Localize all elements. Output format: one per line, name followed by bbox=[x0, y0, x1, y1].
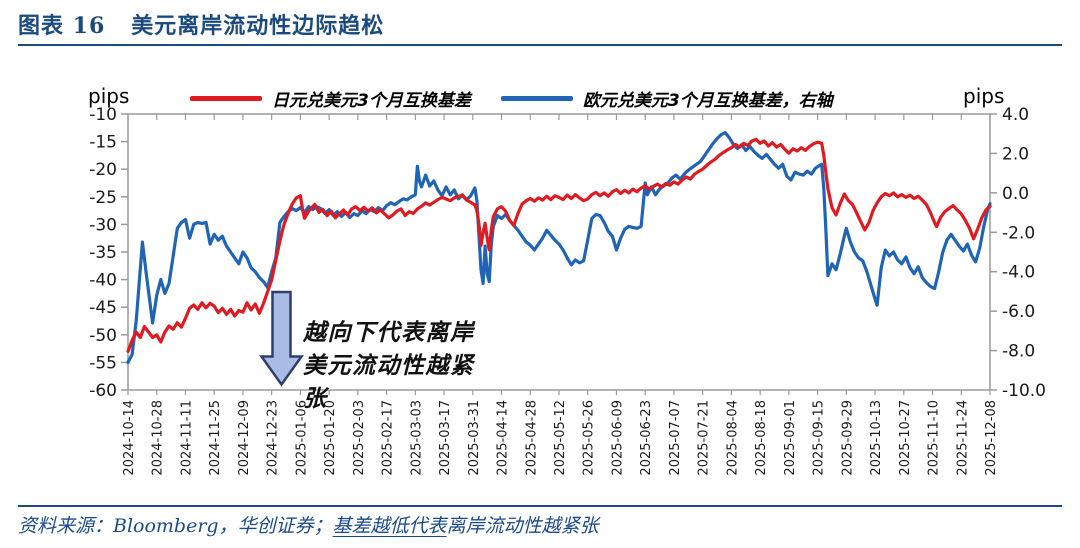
x-axis-tick-label: 2025-05-12 bbox=[553, 400, 568, 476]
source-prefix: 资料来源：Bloomberg，华创证券； bbox=[18, 515, 333, 537]
x-axis-tick-label: 2025-10-27 bbox=[898, 400, 913, 476]
left-axis-tick-label: -20 bbox=[89, 160, 117, 180]
x-axis-tick-label: 2025-02-17 bbox=[381, 400, 396, 476]
x-axis-tick-label: 2025-01-20 bbox=[323, 400, 338, 476]
legend-item-jpy: 日元兑美元3个月互换基差 bbox=[190, 86, 471, 111]
right-axis-tick-label: 0.0 bbox=[1002, 184, 1029, 204]
right-axis-tick-label: -8.0 bbox=[1002, 342, 1035, 362]
x-axis-tick-label: 2025-05-26 bbox=[582, 400, 597, 476]
jpy-line-swatch bbox=[190, 96, 262, 101]
right-axis-unit-label: pips bbox=[963, 84, 1005, 108]
x-axis-tick-label: 2024-12-23 bbox=[266, 400, 281, 476]
left-axis-tick-label: -60 bbox=[89, 381, 117, 401]
title-divider bbox=[18, 44, 1062, 46]
source-underlined: 基差越低代表 bbox=[332, 515, 447, 537]
left-axis-tick-label: -50 bbox=[89, 326, 117, 346]
x-axis-tick-label: 2025-07-07 bbox=[668, 400, 683, 476]
left-axis-unit-label: pips bbox=[88, 84, 130, 108]
legend-label-eur: 欧元兑美元3个月互换基差，右轴 bbox=[582, 91, 833, 111]
x-axis-tick-label: 2025-01-06 bbox=[294, 400, 309, 476]
left-axis-tick-label: -45 bbox=[89, 298, 117, 318]
left-axis-tick-label: -55 bbox=[89, 353, 117, 373]
x-axis-tick-label: 2025-07-21 bbox=[697, 400, 712, 476]
left-axis-tick-label: -25 bbox=[89, 188, 117, 208]
right-axis-tick-label: -6.0 bbox=[1002, 302, 1035, 322]
right-axis-tick-label: 4.0 bbox=[1002, 105, 1029, 125]
x-axis-tick-label: 2024-12-09 bbox=[237, 400, 252, 476]
right-axis-tick-label: -2.0 bbox=[1002, 223, 1035, 243]
right-axis-tick-label: -4.0 bbox=[1002, 263, 1035, 283]
x-axis-tick-label: 2025-09-15 bbox=[812, 400, 827, 476]
left-axis-tick-label: -10 bbox=[89, 105, 117, 125]
figure-number: 图表 16 bbox=[18, 13, 106, 39]
right-axis-tick-label: -10.0 bbox=[1002, 381, 1046, 401]
legend-label-jpy: 日元兑美元3个月互换基差 bbox=[272, 91, 471, 111]
x-axis-tick-label: 2025-04-28 bbox=[524, 400, 539, 476]
x-axis-tick-label: 2025-09-29 bbox=[840, 400, 855, 476]
annotation-text: 越向下代表离岸美元流动性越紧张 bbox=[303, 320, 475, 412]
legend-item-eur: 欧元兑美元3个月互换基差，右轴 bbox=[500, 86, 833, 111]
eur-basis-line bbox=[126, 131, 992, 364]
x-axis-tick-label: 2025-03-31 bbox=[467, 400, 482, 476]
x-axis-tick-label: 2025-11-10 bbox=[927, 400, 942, 476]
figure-title: 图表 16 美元离岸流动性边际趋松 bbox=[18, 8, 384, 40]
x-axis-tick-label: 2024-11-11 bbox=[179, 400, 194, 476]
x-axis-tick-label: 2024-11-25 bbox=[208, 400, 223, 476]
left-axis-tick-label: -40 bbox=[89, 271, 117, 291]
plot-border bbox=[127, 113, 991, 391]
x-axis-tick-label: 2025-03-17 bbox=[438, 400, 453, 476]
left-axis-tick-label: -15 bbox=[89, 133, 117, 153]
x-axis-tick-label: 2025-08-04 bbox=[725, 400, 740, 476]
x-axis-tick-label: 2025-11-24 bbox=[955, 400, 970, 476]
x-axis-tick-label: 2025-03-03 bbox=[409, 400, 424, 476]
left-axis-tick-label: -35 bbox=[89, 243, 117, 263]
right-axis-tick-label: 2.0 bbox=[1002, 144, 1029, 164]
bottom-divider bbox=[18, 505, 1062, 507]
x-axis-tick-label: 2024-10-28 bbox=[151, 400, 166, 476]
source-note: 资料来源：Bloomberg，华创证券；基差越低代表离岸流动性越紧张 bbox=[18, 511, 599, 538]
x-axis-tick-label: 2025-02-03 bbox=[352, 400, 367, 476]
x-axis-tick-label: 2024-10-14 bbox=[122, 400, 137, 476]
x-axis-tick-label: 2025-12-08 bbox=[984, 400, 999, 476]
x-axis-tick-label: 2025-09-01 bbox=[783, 400, 798, 476]
x-axis-tick-label: 2025-06-09 bbox=[610, 400, 625, 476]
page-title: 美元离岸流动性边际趋松 bbox=[131, 13, 385, 39]
x-axis-tick-label: 2025-10-13 bbox=[869, 400, 884, 476]
x-axis-tick-label: 2025-04-14 bbox=[496, 400, 511, 476]
chart-legend: 日元兑美元3个月互换基差 欧元兑美元3个月互换基差，右轴 bbox=[190, 86, 833, 111]
jpy-basis-line bbox=[126, 137, 992, 353]
x-axis-tick-label: 2025-06-23 bbox=[639, 400, 654, 476]
eur-line-swatch bbox=[500, 96, 573, 101]
source-suffix: 离岸流动性越紧张 bbox=[446, 515, 599, 537]
left-axis-tick-label: -30 bbox=[89, 215, 117, 235]
x-axis-tick-label: 2025-08-18 bbox=[754, 400, 769, 476]
down-arrow-icon bbox=[259, 290, 304, 387]
